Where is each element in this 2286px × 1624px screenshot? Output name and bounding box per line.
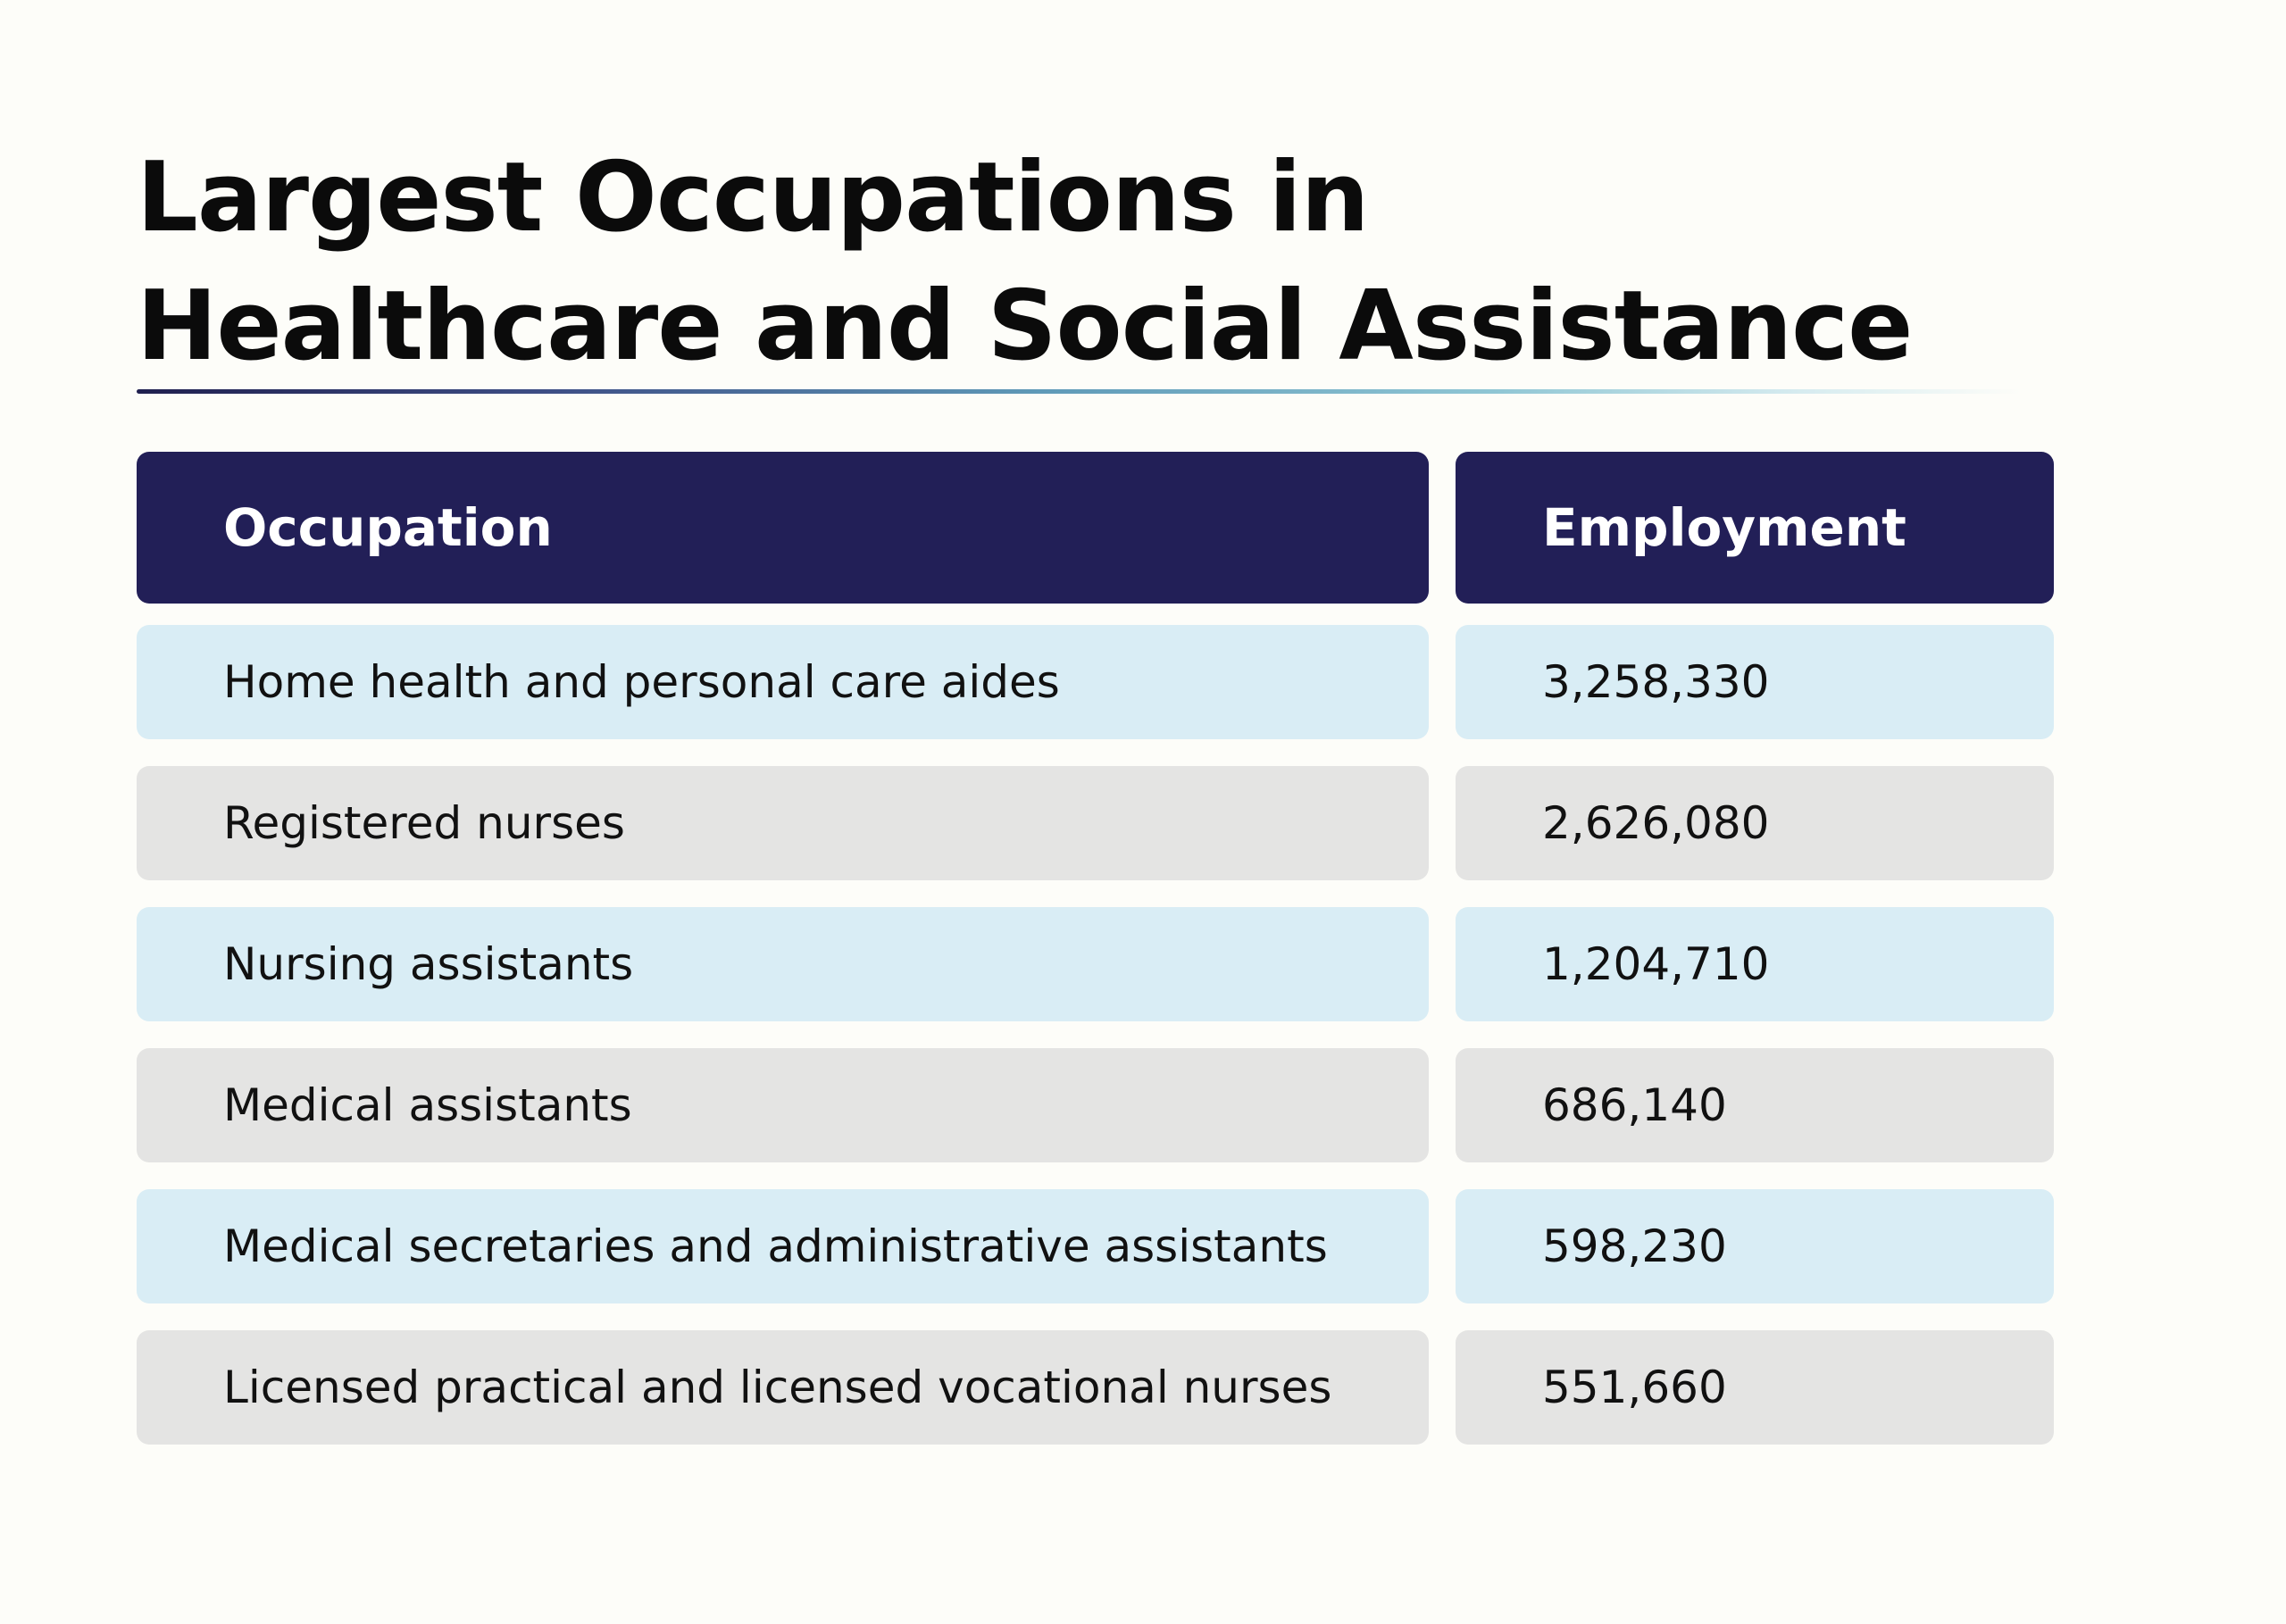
table-row: Nursing assistants 1,204,710 [137,907,2054,1021]
table-row: Home health and personal care aides 3,25… [137,625,2054,739]
employment-cell: 598,230 [1456,1189,2054,1303]
employment-cell: 686,140 [1456,1048,2054,1162]
table-header-row: Occupation Employment [137,452,2054,604]
occupation-cell: Medical secretaries and administrative a… [137,1189,1429,1303]
column-header-employment: Employment [1456,452,2054,604]
table-row: Licensed practical and licensed vocation… [137,1330,2054,1445]
occupation-cell: Nursing assistants [137,907,1429,1021]
title-line-1: Largest Occupations in [137,142,1369,254]
employment-cell: 3,258,330 [1456,625,2054,739]
employment-cell: 2,626,080 [1456,766,2054,880]
page-title: Largest Occupations in Healthcare and So… [137,134,1913,391]
table-row: Medical assistants 686,140 [137,1048,2054,1162]
column-header-occupation: Occupation [137,452,1429,604]
occupation-cell: Licensed practical and licensed vocation… [137,1330,1429,1445]
table-row: Medical secretaries and administrative a… [137,1189,2054,1303]
occupation-cell: Medical assistants [137,1048,1429,1162]
occupations-table: Occupation Employment Home health and pe… [137,452,2054,1471]
title-line-2: Healthcare and Social Assistance [137,271,1913,382]
employment-cell: 551,660 [1456,1330,2054,1445]
table-row: Registered nurses 2,626,080 [137,766,2054,880]
occupation-cell: Registered nurses [137,766,1429,880]
employment-cell: 1,204,710 [1456,907,2054,1021]
title-underline [137,389,2021,394]
occupation-cell: Home health and personal care aides [137,625,1429,739]
